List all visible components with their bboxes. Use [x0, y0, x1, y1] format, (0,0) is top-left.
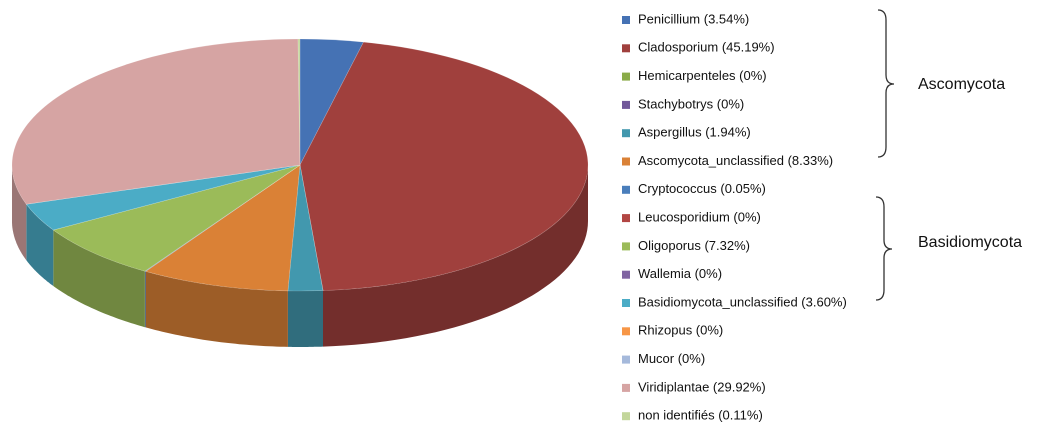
- slice: [299, 38, 364, 166]
- legend-swatch: [622, 214, 630, 223]
- brace: [877, 9, 895, 158]
- group-label: Ascomycota: [918, 76, 1005, 93]
- legend-label: Cryptococcus (0.05%): [638, 181, 766, 196]
- legend-label: Leucosporidium (0%): [638, 210, 761, 225]
- slice-side: [287, 290, 323, 347]
- legend-label: Aspergillus (1.94%): [638, 125, 751, 140]
- legend-swatch: [622, 383, 630, 392]
- legend-label: Hemicarpenteles (0%): [638, 68, 767, 83]
- legend: Penicillium (3.54%) Cladosporium (45.19%)…: [622, 11, 847, 423]
- legend-swatch: [622, 129, 630, 138]
- slice: [52, 164, 301, 272]
- legend-label: Viridiplantae (29.92%): [638, 379, 766, 394]
- legend-label: Oligoporus (7.32%): [638, 238, 750, 253]
- legend-swatch: [622, 355, 630, 364]
- legend-swatch: [622, 44, 630, 53]
- slice-side: [145, 271, 288, 347]
- slice: [25, 164, 301, 231]
- slice: [11, 38, 301, 205]
- legend-label: Wallemia (0%): [638, 266, 722, 281]
- slice: [297, 38, 301, 166]
- slice-side: [12, 165, 27, 261]
- slice-side: [26, 204, 54, 286]
- legend-label: Mucor (0%): [638, 351, 705, 366]
- legend-swatch: [622, 185, 630, 194]
- legend-swatch: [622, 242, 630, 251]
- legend-swatch: [622, 327, 630, 336]
- legend-label: Rhizopus (0%): [638, 323, 723, 338]
- group-label: Basidiomycota: [918, 234, 1022, 251]
- slice-side: [144, 271, 146, 328]
- legend-label: Stachybotrys (0%): [638, 96, 744, 111]
- legend-swatch: [622, 100, 630, 109]
- slice: [287, 164, 324, 292]
- pie: [11, 38, 589, 347]
- legend-swatch: [622, 157, 630, 166]
- legend-swatch: [622, 72, 630, 81]
- legend-swatch: [622, 412, 630, 421]
- legend-label: Cladosporium (45.19%): [638, 40, 775, 55]
- legend-label: Penicillium (3.54%): [638, 11, 749, 26]
- legend-swatch: [622, 299, 630, 307]
- legend-swatch: [622, 16, 630, 24]
- legend-label: Ascomycota_unclassified (8.33%): [638, 153, 833, 168]
- legend-swatch: [622, 270, 630, 279]
- slice-side: [323, 165, 588, 347]
- legend-label: Basidiomycota_unclassified (3.60%): [638, 294, 847, 309]
- slice: [299, 41, 589, 291]
- slice-side: [53, 230, 145, 328]
- slice: [144, 164, 301, 272]
- brace: [875, 196, 893, 301]
- slice: [145, 164, 301, 292]
- legend-label: non identifiés (0.11%): [638, 408, 763, 423]
